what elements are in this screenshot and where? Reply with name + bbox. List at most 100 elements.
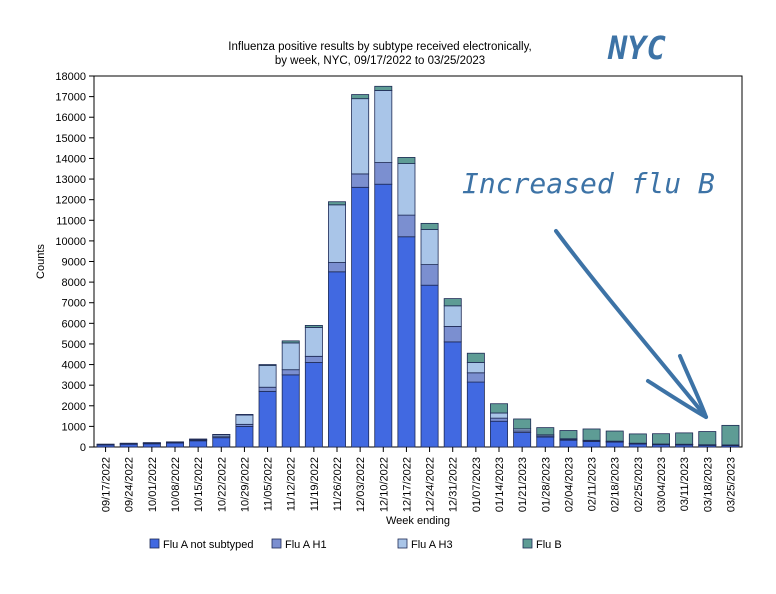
y-tick-label: 15000 [55,133,86,145]
bar-segment [582,441,601,448]
y-tick-label: 4000 [62,360,86,372]
y-tick-label: 14000 [55,153,86,165]
y-tick-label: 8000 [62,277,86,289]
x-tick-label: 12/03/2022 [355,457,367,512]
chart-title-line-1: Influenza positive results by subtype re… [228,41,531,53]
bar-segment [582,428,601,441]
x-tick-label: 03/04/2023 [656,457,668,512]
x-tick-label: 11/26/2022 [332,457,344,511]
bar-segment [397,214,416,238]
bar-segment [281,374,300,448]
bar-segment [466,381,485,448]
handwritten-annotations: NYC Increased flu B [462,29,715,419]
x-tick-label: 10/01/2022 [147,457,159,512]
x-axis-title: Week ending [386,515,450,527]
bar-segment [698,431,717,446]
bar-segment [466,372,485,383]
bar-segment [675,432,694,445]
bar-segment [328,204,346,263]
bar-segment [490,412,508,419]
x-tick-label: 01/07/2023 [471,457,483,512]
bar-segment [397,236,416,448]
bar-segment [281,369,300,376]
bar-segment [397,163,416,216]
arrow-head-lower [646,379,708,419]
y-tick-label: 17000 [55,92,86,104]
bar-segment [374,162,393,185]
legend: Flu A not subtyped Flu A H1 Flu A H3 Flu B [149,538,562,551]
bar-segment [490,417,508,422]
bar-segment [628,433,647,444]
bar-segment [420,222,439,230]
bar-segment [166,441,184,443]
bar-segment [235,414,254,416]
x-tick-label: 10/08/2022 [170,457,182,512]
x-tick-label: 09/17/2022 [101,457,113,512]
x-tick-label: 02/11/2023 [587,457,599,511]
nyc-annotation: NYC [607,29,667,67]
x-tick-label: 01/21/2023 [517,457,529,512]
x-tick-label: 12/24/2022 [425,457,437,512]
bar-segment [443,326,462,343]
bar-segment [328,201,346,206]
bar-segment [351,186,370,448]
bar-segment [258,390,277,448]
x-tick-label: 01/28/2023 [540,457,552,512]
legend-label: Flu A H3 [411,539,453,551]
bar-segment [212,437,231,448]
x-tick-label: 02/04/2023 [563,457,575,512]
bar-segment [605,441,624,448]
bar-segment [374,85,393,91]
x-tick-label: 10/29/2022 [239,457,251,512]
bar-segment [142,442,161,444]
y-tick-label: 1000 [62,421,86,433]
bar-segment [466,352,485,363]
bar-segment [513,418,532,430]
arrow-shaft [554,229,708,419]
bar-segment [258,365,277,388]
y-tick-label: 13000 [55,174,86,186]
bar-segment [420,264,439,286]
bar-segment [328,262,346,273]
y-tick-label: 10000 [55,236,86,248]
bar-segment [351,94,370,100]
bar-segment [559,430,578,440]
bar-segment [235,414,254,425]
plot-frame [93,75,743,448]
x-tick-label: 09/24/2022 [124,457,136,512]
y-tick-label: 12000 [55,195,86,207]
bar-segment [281,340,300,344]
legend-swatch [149,538,160,549]
y-tick-label: 3000 [62,380,86,392]
arrow-head-upper [678,354,708,419]
bar-segment [258,386,277,392]
chart-title: Influenza positive results by subtype re… [228,41,531,67]
chart-title-line-2: by week, NYC, 09/17/2022 to 03/25/2023 [275,55,485,67]
plot-area: 0 1000 2000 3000 4000 5000 6000 7000 8000 9000 100… [35,71,743,527]
bar-segment [443,305,462,327]
increased-flu-b-annotation: Increased flu B [462,167,715,200]
bar-segment [212,434,231,436]
bar-segment [119,442,138,445]
legend-label: Flu A not subtyped [163,539,254,551]
legend-swatch [271,538,282,549]
bar-segment [189,438,208,440]
legend-label: Flu A H1 [285,539,327,551]
x-tick-label: 01/14/2023 [494,457,506,512]
bar-segment [351,173,370,188]
bar-segment [189,440,208,448]
bar-segment [96,443,115,446]
bar-segment [536,427,555,436]
x-tick-label: 10/15/2022 [193,457,205,512]
bar-segment [374,90,393,163]
bar-segment [513,432,532,448]
y-tick-label: 18000 [55,71,86,83]
x-tick-label: 12/17/2022 [401,457,413,512]
bar-segment [304,355,323,363]
bar-segment [443,341,462,448]
bar-segment [351,98,370,175]
bar-segment [281,342,300,371]
x-tick-label: 11/05/2022 [263,457,275,511]
